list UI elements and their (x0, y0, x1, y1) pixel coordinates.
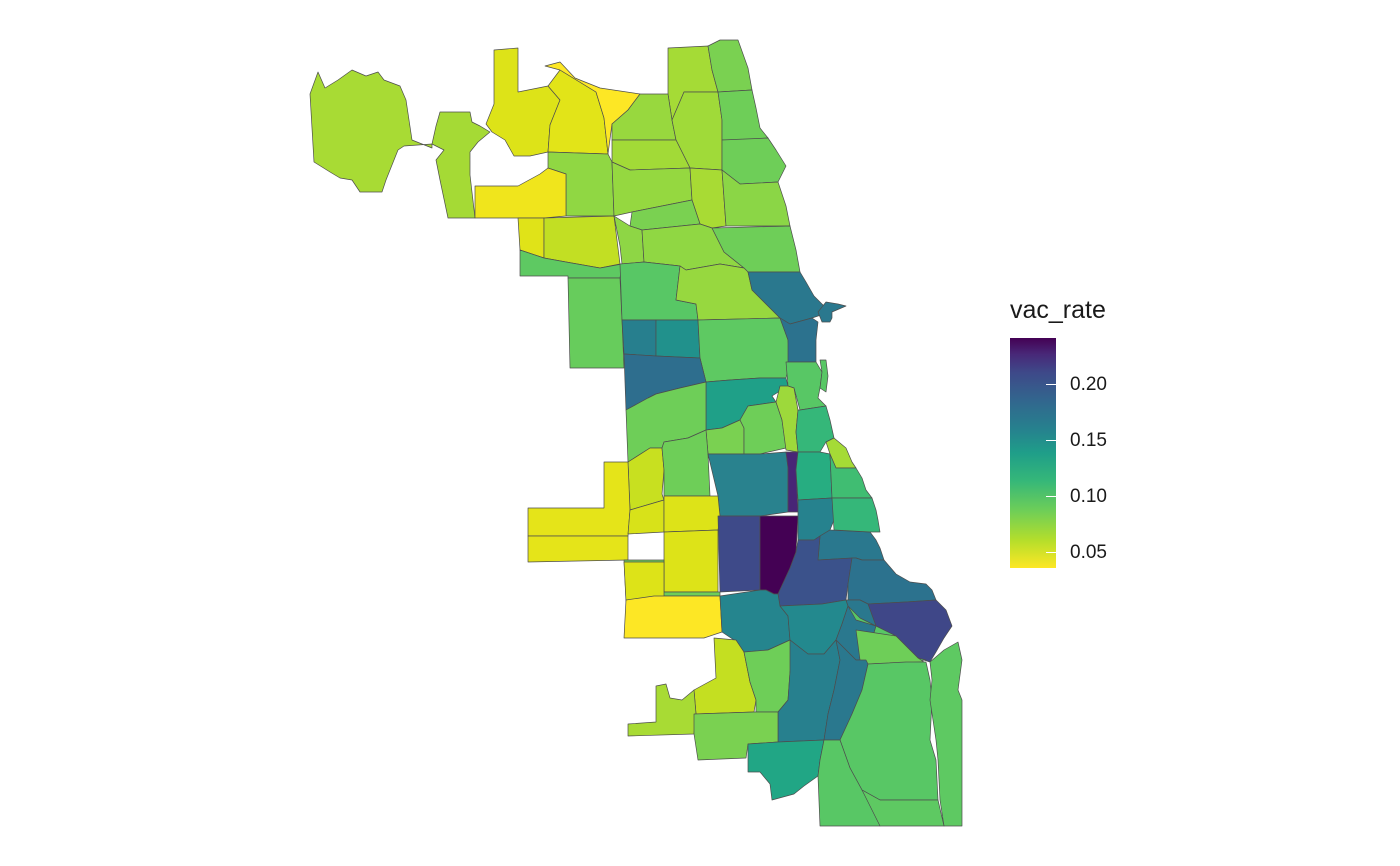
community-area-kenwood-lakefront[interactable] (831, 497, 881, 533)
community-area-lakeview-north[interactable] (721, 169, 791, 227)
legend-tick-mark (1046, 384, 1056, 385)
community-area-hyde-park[interactable] (817, 529, 885, 561)
community-area-brighton-park[interactable] (707, 451, 789, 517)
community-area-ashburn[interactable] (623, 595, 723, 639)
community-area-west-town[interactable] (697, 317, 791, 383)
community-area-west-pullman[interactable] (747, 739, 825, 801)
community-area-west-garfield-north[interactable] (621, 319, 657, 357)
legend-tick-mark (1046, 496, 1056, 497)
community-area-northwest-edge[interactable] (431, 111, 491, 219)
legend-tick-mark (1046, 552, 1056, 553)
community-area-woodlawn[interactable] (847, 557, 937, 605)
community-area-clearing[interactable] (527, 535, 629, 563)
community-area-west-elsdon-strip[interactable] (693, 637, 757, 715)
community-area-near-north[interactable] (779, 317, 819, 363)
community-area-austin[interactable] (567, 277, 625, 369)
community-areas (309, 39, 963, 827)
community-area-dunning[interactable] (474, 167, 567, 219)
community-area-fuller-park[interactable] (795, 451, 833, 501)
community-area-clearing-north[interactable] (527, 461, 631, 537)
legend-title: vac_rate (1010, 296, 1106, 324)
legend-label-0-05: 0.05 (1070, 542, 1107, 563)
community-area-humboldt-park[interactable] (655, 319, 701, 359)
legend-label-0-10: 0.10 (1070, 486, 1107, 507)
community-area-bridgeport-strip[interactable] (785, 451, 799, 513)
community-area-gage-park[interactable] (663, 495, 721, 533)
legend-label-0-20: 0.20 (1070, 374, 1107, 395)
legend-label-0-15: 0.15 (1070, 430, 1107, 451)
community-area-loop-lakeshore[interactable] (819, 359, 829, 393)
legend-tick-mark (1046, 440, 1056, 441)
community-area-east-side[interactable] (929, 641, 963, 827)
community-area-ohare[interactable] (309, 69, 433, 193)
community-area-mount-greenwood[interactable] (627, 683, 697, 737)
community-area-rogers-park[interactable] (707, 39, 753, 93)
community-area-lake-edge-pier[interactable] (817, 301, 847, 323)
community-area-edison-park[interactable] (485, 47, 561, 157)
community-area-north-park[interactable] (611, 139, 691, 171)
community-area-edgewater[interactable] (717, 89, 769, 141)
community-area-new-city[interactable] (717, 515, 761, 593)
community-area-norwood-park[interactable] (547, 69, 609, 155)
legend-colorbar (1010, 338, 1056, 568)
community-area-pullman-hegewisch[interactable] (861, 789, 945, 827)
community-area-chicago-lawn[interactable] (663, 529, 719, 593)
